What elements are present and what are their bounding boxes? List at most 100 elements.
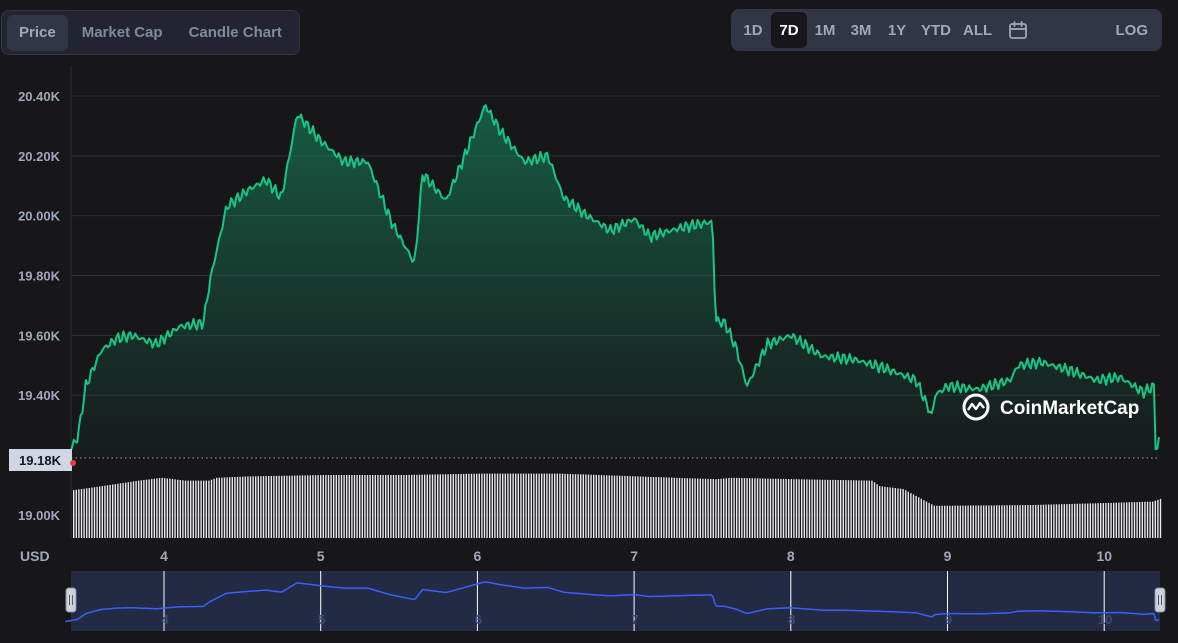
volume-bar: [652, 477, 655, 538]
volume-bar: [184, 480, 187, 538]
volume-bar: [1014, 505, 1016, 538]
range-1m-button[interactable]: 1M: [814, 21, 836, 39]
volume-bar: [299, 475, 301, 538]
navigator-left-handle[interactable]: [65, 587, 77, 613]
volume-bar: [811, 479, 813, 538]
volume-bar: [619, 475, 621, 538]
volume-bar: [234, 477, 236, 538]
volume-bar: [907, 491, 909, 538]
range-navigator[interactable]: 4 5 6 7 8 9 10: [65, 571, 1166, 631]
volume-bar: [902, 489, 904, 538]
volume-bar: [1063, 504, 1065, 538]
volume-bar: [309, 475, 311, 538]
volume-bar: [1149, 501, 1151, 538]
volume-bar: [179, 480, 181, 538]
volume-bar: [983, 505, 985, 538]
volume-bar: [788, 479, 790, 538]
volume-bar: [837, 480, 839, 538]
volume-bar: [1092, 503, 1094, 538]
volume-bar: [967, 505, 969, 538]
volume-bar: [244, 476, 246, 538]
volume-bar: [933, 505, 935, 538]
volume-bar: [717, 479, 720, 538]
volume-bar: [83, 488, 85, 538]
log-scale-toggle[interactable]: LOG: [1115, 21, 1149, 39]
volume-bar: [785, 479, 787, 538]
volume-bar: [723, 478, 725, 538]
volume-bar: [195, 480, 197, 538]
volume-bar: [925, 501, 928, 538]
tab-price[interactable]: Price: [7, 14, 68, 51]
volume-bar: [996, 505, 998, 538]
volume-bar: [112, 484, 114, 538]
volume-bar: [905, 490, 907, 538]
navigator-tick-label: 9: [945, 612, 952, 627]
range-3m-button[interactable]: 3M: [850, 21, 872, 39]
volume-bar: [782, 479, 785, 538]
volume-bar: [860, 480, 863, 538]
volume-bar: [366, 475, 369, 538]
volume-bar: [988, 505, 990, 538]
navigator-right-handle[interactable]: [1154, 587, 1166, 613]
volume-bar: [587, 474, 590, 538]
volume-bar: [665, 477, 668, 538]
chart-type-tabs: Price Market Cap Candle Chart: [1, 10, 300, 55]
volume-bar: [1157, 499, 1159, 538]
volume-bar: [759, 478, 761, 538]
volume-bar: [463, 473, 465, 538]
volume-bar: [829, 479, 831, 538]
volume-bar: [444, 474, 447, 538]
volume-bar: [751, 478, 753, 538]
volume-bar: [1081, 503, 1084, 538]
volume-bar: [520, 473, 522, 538]
volume-bar: [876, 484, 878, 538]
x-tick-label: 4: [160, 548, 168, 564]
volume-bar: [1159, 498, 1162, 538]
volume-bar: [954, 505, 956, 538]
range-ytd-button[interactable]: YTD: [921, 21, 951, 39]
volume-bar: [483, 473, 486, 538]
volume-bar: [821, 479, 824, 538]
current-price-badge: [9, 449, 72, 471]
range-all-button[interactable]: ALL: [963, 21, 993, 39]
volume-bar: [1016, 505, 1019, 538]
volume-bar: [541, 473, 543, 538]
volume-bar: [239, 476, 241, 538]
volume-bar: [242, 476, 244, 538]
volume-bar: [998, 505, 1000, 538]
volume-bar: [697, 478, 699, 538]
volume-bar: [1131, 502, 1133, 538]
volume-bar: [1139, 502, 1141, 538]
volume-bar: [671, 477, 673, 538]
volume-bar: [892, 487, 894, 538]
volume-bar: [577, 474, 579, 538]
volume-bar: [379, 475, 382, 538]
tab-market-cap[interactable]: Market Cap: [81, 24, 163, 41]
coinmarketcap-logo-icon: [962, 393, 990, 421]
volume-bar: [647, 476, 649, 538]
volume-bar: [398, 475, 400, 538]
volume-bar: [460, 474, 462, 538]
volume-bar: [769, 478, 772, 538]
volume-bar: [712, 479, 714, 538]
volume-bar: [1061, 504, 1063, 538]
volume-bar: [426, 474, 428, 538]
volume-bar: [288, 475, 291, 538]
range-1y-button[interactable]: 1Y: [887, 21, 907, 39]
volume-bar: [595, 474, 597, 538]
volume-bar: [127, 482, 129, 538]
volume-bar: [96, 486, 98, 538]
volume-bar: [205, 480, 207, 538]
calendar-button[interactable]: [998, 12, 1038, 48]
volume-bar: [858, 480, 860, 538]
volume-bar: [491, 473, 493, 538]
range-7d-button[interactable]: 7D: [771, 12, 807, 48]
volume-bar: [639, 476, 642, 538]
volume-bar: [1058, 504, 1060, 538]
tab-candle-chart[interactable]: Candle Chart: [188, 24, 282, 41]
volume-bar: [164, 478, 166, 538]
range-1d-button[interactable]: 1D: [743, 21, 763, 39]
volume-bar: [613, 475, 616, 538]
volume-bar: [418, 474, 421, 538]
